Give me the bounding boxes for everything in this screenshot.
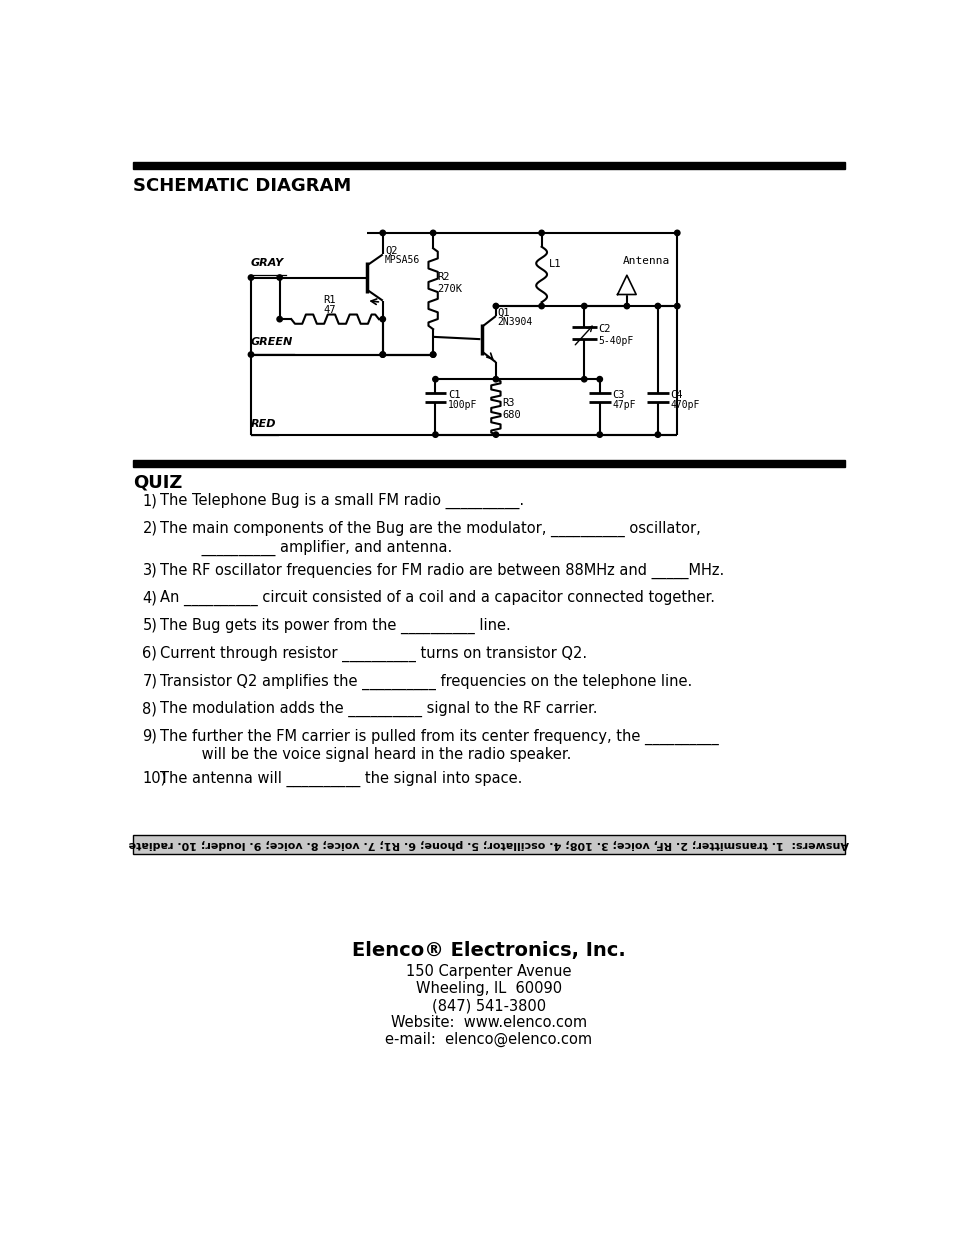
- Text: 6): 6): [142, 646, 157, 661]
- Text: 5-40pF: 5-40pF: [598, 336, 633, 347]
- Text: 9): 9): [142, 729, 157, 743]
- Text: R2: R2: [436, 272, 449, 282]
- Text: The antenna will __________ the signal into space.: The antenna will __________ the signal i…: [159, 771, 521, 787]
- Text: 100pF: 100pF: [447, 400, 476, 410]
- Text: The main components of the Bug are the modulator, __________ oscillator,
       : The main components of the Bug are the m…: [159, 521, 700, 556]
- Text: 270K: 270K: [436, 284, 461, 294]
- Circle shape: [430, 352, 436, 357]
- Text: 47: 47: [323, 305, 335, 315]
- Circle shape: [674, 304, 679, 309]
- Text: C3: C3: [612, 390, 624, 400]
- Circle shape: [379, 230, 385, 236]
- Text: MPSA56: MPSA56: [385, 256, 420, 266]
- Circle shape: [379, 352, 385, 357]
- Text: The modulation adds the __________ signal to the RF carrier.: The modulation adds the __________ signa…: [159, 701, 597, 718]
- Text: C2: C2: [598, 324, 610, 335]
- Text: The RF oscillator frequencies for FM radio are between 88MHz and _____MHz.: The RF oscillator frequencies for FM rad…: [159, 562, 723, 579]
- Circle shape: [655, 432, 659, 437]
- Text: e-mail:  elenco@elenco.com: e-mail: elenco@elenco.com: [385, 1032, 592, 1047]
- Circle shape: [276, 275, 282, 280]
- Text: 2): 2): [142, 521, 157, 536]
- Bar: [133, 162, 843, 169]
- Circle shape: [493, 432, 498, 437]
- Text: 680: 680: [501, 410, 520, 420]
- Circle shape: [581, 377, 586, 382]
- Text: The Bug gets its power from the __________ line.: The Bug gets its power from the ________…: [159, 618, 510, 634]
- Circle shape: [581, 304, 586, 309]
- Circle shape: [430, 230, 436, 236]
- Text: 47pF: 47pF: [612, 400, 635, 410]
- Text: An __________ circuit consisted of a coil and a capacitor connected together.: An __________ circuit consisted of a coi…: [159, 590, 714, 606]
- Text: GRAY: GRAY: [251, 258, 284, 268]
- Text: RED: RED: [251, 419, 276, 430]
- Circle shape: [538, 230, 544, 236]
- Text: Transistor Q2 amplifies the __________ frequencies on the telephone line.: Transistor Q2 amplifies the __________ f…: [159, 673, 691, 689]
- Circle shape: [655, 304, 659, 309]
- Text: 4): 4): [142, 590, 157, 605]
- Circle shape: [623, 304, 629, 309]
- Text: Q1: Q1: [497, 308, 510, 317]
- Circle shape: [276, 316, 282, 322]
- Text: 3): 3): [142, 562, 157, 578]
- Text: 5): 5): [142, 618, 157, 632]
- Bar: [133, 835, 843, 853]
- Text: 7): 7): [142, 673, 157, 688]
- Text: 470pF: 470pF: [670, 400, 699, 410]
- Circle shape: [379, 316, 385, 322]
- Circle shape: [433, 432, 437, 437]
- Text: Answers:  1. transmitter; 2. RF, voice; 3. 108; 4. oscillator; 5. phone; 6. R1; : Answers: 1. transmitter; 2. RF, voice; 3…: [129, 840, 848, 850]
- Text: R3: R3: [501, 398, 514, 408]
- Circle shape: [597, 377, 602, 382]
- Text: 150 Carpenter Avenue: 150 Carpenter Avenue: [406, 965, 571, 979]
- Text: Q2: Q2: [385, 246, 397, 256]
- Text: Current through resistor __________ turns on transistor Q2.: Current through resistor __________ turn…: [159, 646, 586, 662]
- Text: The further the FM carrier is pulled from its center frequency, the __________
 : The further the FM carrier is pulled fro…: [159, 729, 718, 762]
- Circle shape: [379, 352, 385, 357]
- Circle shape: [493, 304, 498, 309]
- Text: 2N3904: 2N3904: [497, 317, 532, 327]
- Polygon shape: [617, 275, 636, 294]
- Text: Wheeling, IL  60090: Wheeling, IL 60090: [416, 982, 561, 997]
- Text: QUIZ: QUIZ: [133, 473, 182, 492]
- Text: Website:  www.elenco.com: Website: www.elenco.com: [391, 1015, 586, 1030]
- Text: GREEN: GREEN: [251, 337, 293, 347]
- Bar: [133, 461, 843, 467]
- Text: 10): 10): [142, 771, 167, 785]
- Circle shape: [597, 432, 602, 437]
- Circle shape: [248, 275, 253, 280]
- Text: L1: L1: [549, 258, 561, 269]
- Text: Antenna: Antenna: [622, 256, 670, 266]
- Circle shape: [493, 377, 498, 382]
- Text: SCHEMATIC DIAGRAM: SCHEMATIC DIAGRAM: [133, 178, 351, 195]
- Text: Elenco® Electronics, Inc.: Elenco® Electronics, Inc.: [352, 941, 625, 961]
- Text: 1): 1): [142, 493, 157, 508]
- Text: C4: C4: [670, 390, 682, 400]
- Text: C1: C1: [447, 390, 460, 400]
- Circle shape: [674, 230, 679, 236]
- Circle shape: [433, 377, 437, 382]
- Text: 8): 8): [142, 701, 157, 716]
- Text: The Telephone Bug is a small FM radio __________.: The Telephone Bug is a small FM radio __…: [159, 493, 523, 509]
- Text: (847) 541-3800: (847) 541-3800: [432, 998, 545, 1013]
- Text: R1: R1: [323, 295, 335, 305]
- Circle shape: [430, 352, 436, 357]
- Circle shape: [248, 352, 253, 357]
- Circle shape: [538, 304, 544, 309]
